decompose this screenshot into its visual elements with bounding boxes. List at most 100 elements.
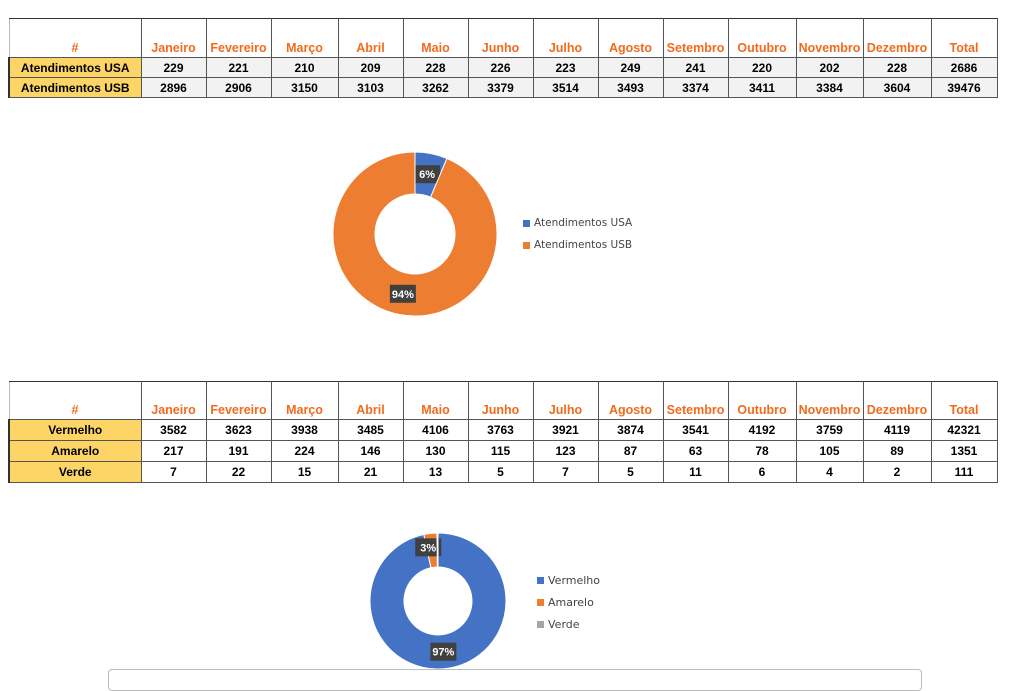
cell-value: 3514 <box>532 77 599 98</box>
row-label: Atendimentos USA <box>8 57 142 78</box>
cell-value: 3623 <box>205 419 272 441</box>
legend-label: Verde <box>548 617 580 631</box>
cell-value: 191 <box>205 440 272 462</box>
month-header: Março <box>270 18 339 58</box>
cell-value: 2686 <box>930 57 998 78</box>
month-header: Outubro <box>727 18 797 58</box>
data-label-text: 6% <box>419 169 435 181</box>
month-header: Abril <box>337 381 404 420</box>
row-label: Amarelo <box>8 440 142 462</box>
month-header: Dezembro <box>862 381 932 420</box>
cell-value: 6 <box>727 461 797 483</box>
data-label-text: 94% <box>392 289 414 301</box>
donut-slice-vermelho <box>369 532 507 670</box>
month-header: Setembro <box>662 18 729 58</box>
cell-value: 2906 <box>205 77 272 98</box>
cell-value: 241 <box>662 57 729 78</box>
cell-value: 3582 <box>140 419 207 441</box>
table-row: Amarelo 217 191 224 146 130 115 123 87 63 78 105 89 1… <box>8 440 998 462</box>
data-label: 94% <box>389 284 416 303</box>
month-header: Fevereiro <box>205 18 272 58</box>
month-header: Março <box>270 381 339 420</box>
cell-value: 21 <box>337 461 404 483</box>
legend-label: Amarelo <box>548 595 594 609</box>
cell-value: 111 <box>930 461 998 483</box>
row-label: Vermelho <box>8 419 142 441</box>
cell-value: 4 <box>795 461 864 483</box>
cell-value: 78 <box>727 440 797 462</box>
cell-value: 11 <box>662 461 729 483</box>
table-row: Verde 7 22 15 21 13 5 7 5 11 6 4 2 111 <box>8 461 998 483</box>
legend-item: Amarelo <box>537 591 600 613</box>
cell-value: 3150 <box>270 77 339 98</box>
donut-slice-atendimentos-usb <box>332 151 498 317</box>
cell-value: 3541 <box>662 419 729 441</box>
cell-value: 3604 <box>862 77 932 98</box>
cell-value: 226 <box>467 57 534 78</box>
cell-value: 220 <box>727 57 797 78</box>
cell-value: 3763 <box>467 419 534 441</box>
month-header: Julho <box>532 18 599 58</box>
legend-swatch-icon <box>523 241 530 249</box>
cell-value: 5 <box>597 461 664 483</box>
legend-swatch-icon <box>523 219 530 227</box>
cell-value: 3411 <box>727 77 797 98</box>
month-header: Fevereiro <box>205 381 272 420</box>
row-label: Atendimentos USB <box>8 77 142 98</box>
month-header: Maio <box>402 18 469 58</box>
cell-value: 3374 <box>662 77 729 98</box>
cell-value: 221 <box>205 57 272 78</box>
month-header: Total <box>930 381 998 420</box>
cell-value: 3874 <box>597 419 664 441</box>
table-row: Atendimentos USA 229 221 210 209 228 226 223 249… <box>8 57 998 78</box>
usa-usb-table: # Janeiro Fevereiro Março Abril Maio Junho Julh… <box>8 18 998 98</box>
cell-value: 7 <box>532 461 599 483</box>
data-label: 3% <box>415 538 442 557</box>
cell-value: 105 <box>795 440 864 462</box>
cell-value: 1351 <box>930 440 998 462</box>
cell-value: 3262 <box>402 77 469 98</box>
cell-value: 89 <box>862 440 932 462</box>
cell-value: 3938 <box>270 419 339 441</box>
month-header: Agosto <box>597 381 664 420</box>
month-header: Junho <box>467 381 534 420</box>
cell-value: 4119 <box>862 419 932 441</box>
month-header: Setembro <box>662 381 729 420</box>
cell-value: 39476 <box>930 77 998 98</box>
corner-header: # <box>8 381 142 420</box>
cell-value: 224 <box>270 440 339 462</box>
cell-value: 3493 <box>597 77 664 98</box>
data-label: 97% <box>430 642 457 661</box>
month-header: Janeiro <box>140 18 207 58</box>
cell-value: 2 <box>862 461 932 483</box>
cell-value: 228 <box>402 57 469 78</box>
legend-item: Atendimentos USA <box>523 212 632 234</box>
legend-item: Vermelho <box>537 569 600 591</box>
month-header: Julho <box>532 381 599 420</box>
cell-value: 42321 <box>930 419 998 441</box>
legend-label: Vermelho <box>548 573 601 587</box>
month-header: Outubro <box>727 381 797 420</box>
month-header: Novembro <box>795 18 864 58</box>
color-table: # Janeiro Fevereiro Março Abril Maio Junho Julh… <box>8 381 998 483</box>
month-header: Agosto <box>597 18 664 58</box>
legend-item: Atendimentos USB <box>523 234 632 256</box>
table-row: Vermelho 3582 3623 3938 3485 4106 3763 3921 3874… <box>8 419 998 441</box>
cell-value: 229 <box>140 57 207 78</box>
month-header: Janeiro <box>140 381 207 420</box>
data-label-text: 97% <box>432 647 454 659</box>
cell-value: 217 <box>140 440 207 462</box>
cell-value: 3384 <box>795 77 864 98</box>
month-header: Novembro <box>795 381 864 420</box>
cell-value: 3759 <box>795 419 864 441</box>
donut-slice-verde <box>436 532 439 568</box>
legend-swatch-icon <box>537 576 544 584</box>
chart-frame <box>108 669 922 691</box>
table-row: Atendimentos USB 2896 2906 3150 3103 3262 3379… <box>8 77 998 98</box>
cell-value: 3921 <box>532 419 599 441</box>
cell-value: 7 <box>140 461 207 483</box>
cell-value: 63 <box>662 440 729 462</box>
cell-value: 5 <box>467 461 534 483</box>
cell-value: 15 <box>270 461 339 483</box>
cell-value: 3379 <box>467 77 534 98</box>
